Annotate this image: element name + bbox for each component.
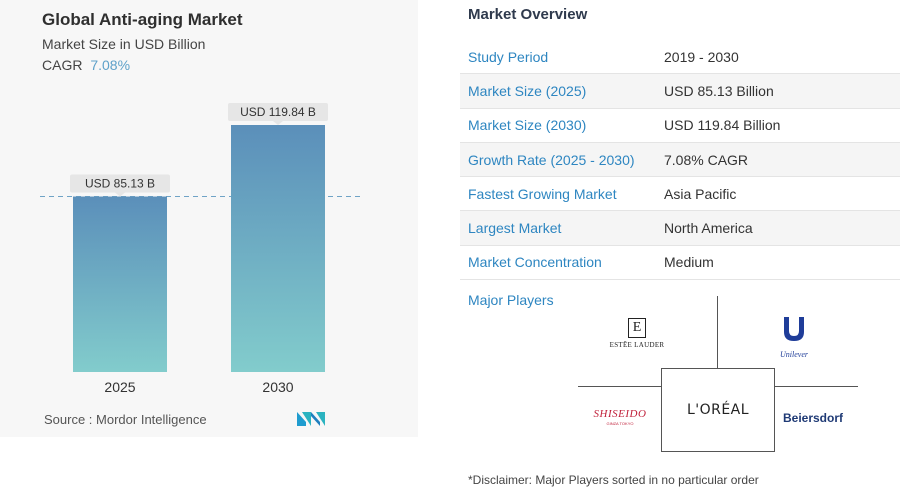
mordor-intelligence-logo-icon (297, 412, 325, 426)
chart-panel: Global Anti-aging Market Market Size in … (0, 0, 418, 437)
overview-row: Market Size (2025) USD 85.13 Billion (460, 74, 900, 109)
overview-row-value: North America (664, 220, 753, 237)
players-divider-right (774, 386, 858, 387)
disclaimer: *Disclaimer: Major Players sorted in no … (468, 473, 759, 487)
overview-row-value: 7.08% CAGR (664, 151, 749, 168)
x-tick-label: 2025 (104, 379, 135, 395)
beiersdorf-logo: Beiersdorf (782, 411, 844, 425)
data-label-pointer (273, 121, 283, 125)
overview-row-value: USD 85.13 Billion (664, 82, 774, 99)
players-center-box (661, 368, 775, 452)
major-players-title: Major Players (468, 292, 554, 308)
shiseido-name: SHISEIDO (593, 408, 647, 420)
overview-row: Market Concentration Medium (460, 245, 900, 281)
overview-row: Market Size (2030) USD 119.84 Billion (460, 108, 900, 143)
chart-subtitle: Market Size in USD Billion (42, 36, 206, 52)
players-divider-vertical (717, 296, 718, 368)
overview-row-value: USD 119.84 Billion (664, 117, 781, 134)
overview-row-label: Market Size (2030) (468, 117, 587, 134)
overview-row: Largest Market North America (460, 211, 900, 246)
estee-lauder-mark-icon: E (628, 318, 646, 338)
overview-row-value: 2019 - 2030 (664, 48, 739, 65)
overview-row-value: Asia Pacific (664, 185, 737, 202)
overview-row-label: Largest Market (468, 220, 562, 237)
overview-row: Fastest Growing Market Asia Pacific (460, 177, 900, 212)
data-label: USD 119.84 B (240, 105, 316, 119)
cagr-value: 7.08% (90, 57, 131, 73)
overview-row: Growth Rate (2025 - 2030) 7.08% CAGR (460, 142, 900, 178)
data-label-pointer (115, 192, 125, 197)
chart-title: Global Anti-aging Market (42, 10, 243, 29)
overview-table: Study Period 2019 - 2030 Market Size (2025… (460, 40, 900, 281)
cagr-row: CAGR 7.08% (42, 57, 130, 73)
bar-2030 (231, 125, 325, 372)
shiseido-sub: GINZA TOKYO (606, 421, 634, 426)
unilever-u-icon (784, 317, 804, 341)
data-label-background (228, 103, 328, 121)
players-divider-left (578, 386, 662, 387)
bar-2025 (73, 196, 167, 372)
overview-row-label: Study Period (468, 48, 549, 65)
overview-row-value: Medium (664, 254, 714, 271)
data-label: USD 85.13 B (85, 177, 155, 191)
source-line: Source : Mordor Intelligence (44, 412, 207, 427)
overview-title: Market Overview (468, 6, 588, 23)
loreal-logo: L'ORÉAL (686, 402, 750, 418)
estee-lauder-name: ESTĒE LAUDER (609, 341, 665, 349)
unilever-name: Unilever (780, 350, 808, 359)
estee-lauder-logo: E ESTĒE LAUDER (605, 318, 669, 349)
source-label: Source : (44, 412, 93, 427)
unilever-logo: Unilever (772, 314, 816, 359)
bar-chart: USD 85.13 B 2025 USD 119.84 B 2030 (40, 103, 362, 395)
overview-row-label: Growth Rate (2025 - 2030) (468, 151, 635, 168)
shiseido-logo: SHISEIDO GINZA TOKYO (590, 408, 650, 426)
overview-row-label: Market Concentration (468, 254, 602, 271)
source-value: Mordor Intelligence (96, 412, 207, 427)
overview-row: Study Period 2019 - 2030 (460, 40, 900, 75)
overview-row-label: Fastest Growing Market (468, 185, 617, 202)
overview-row-label: Market Size (2025) (468, 82, 587, 99)
data-label-background (70, 174, 170, 193)
cagr-label: CAGR (42, 57, 83, 73)
x-tick-label: 2030 (262, 379, 293, 395)
